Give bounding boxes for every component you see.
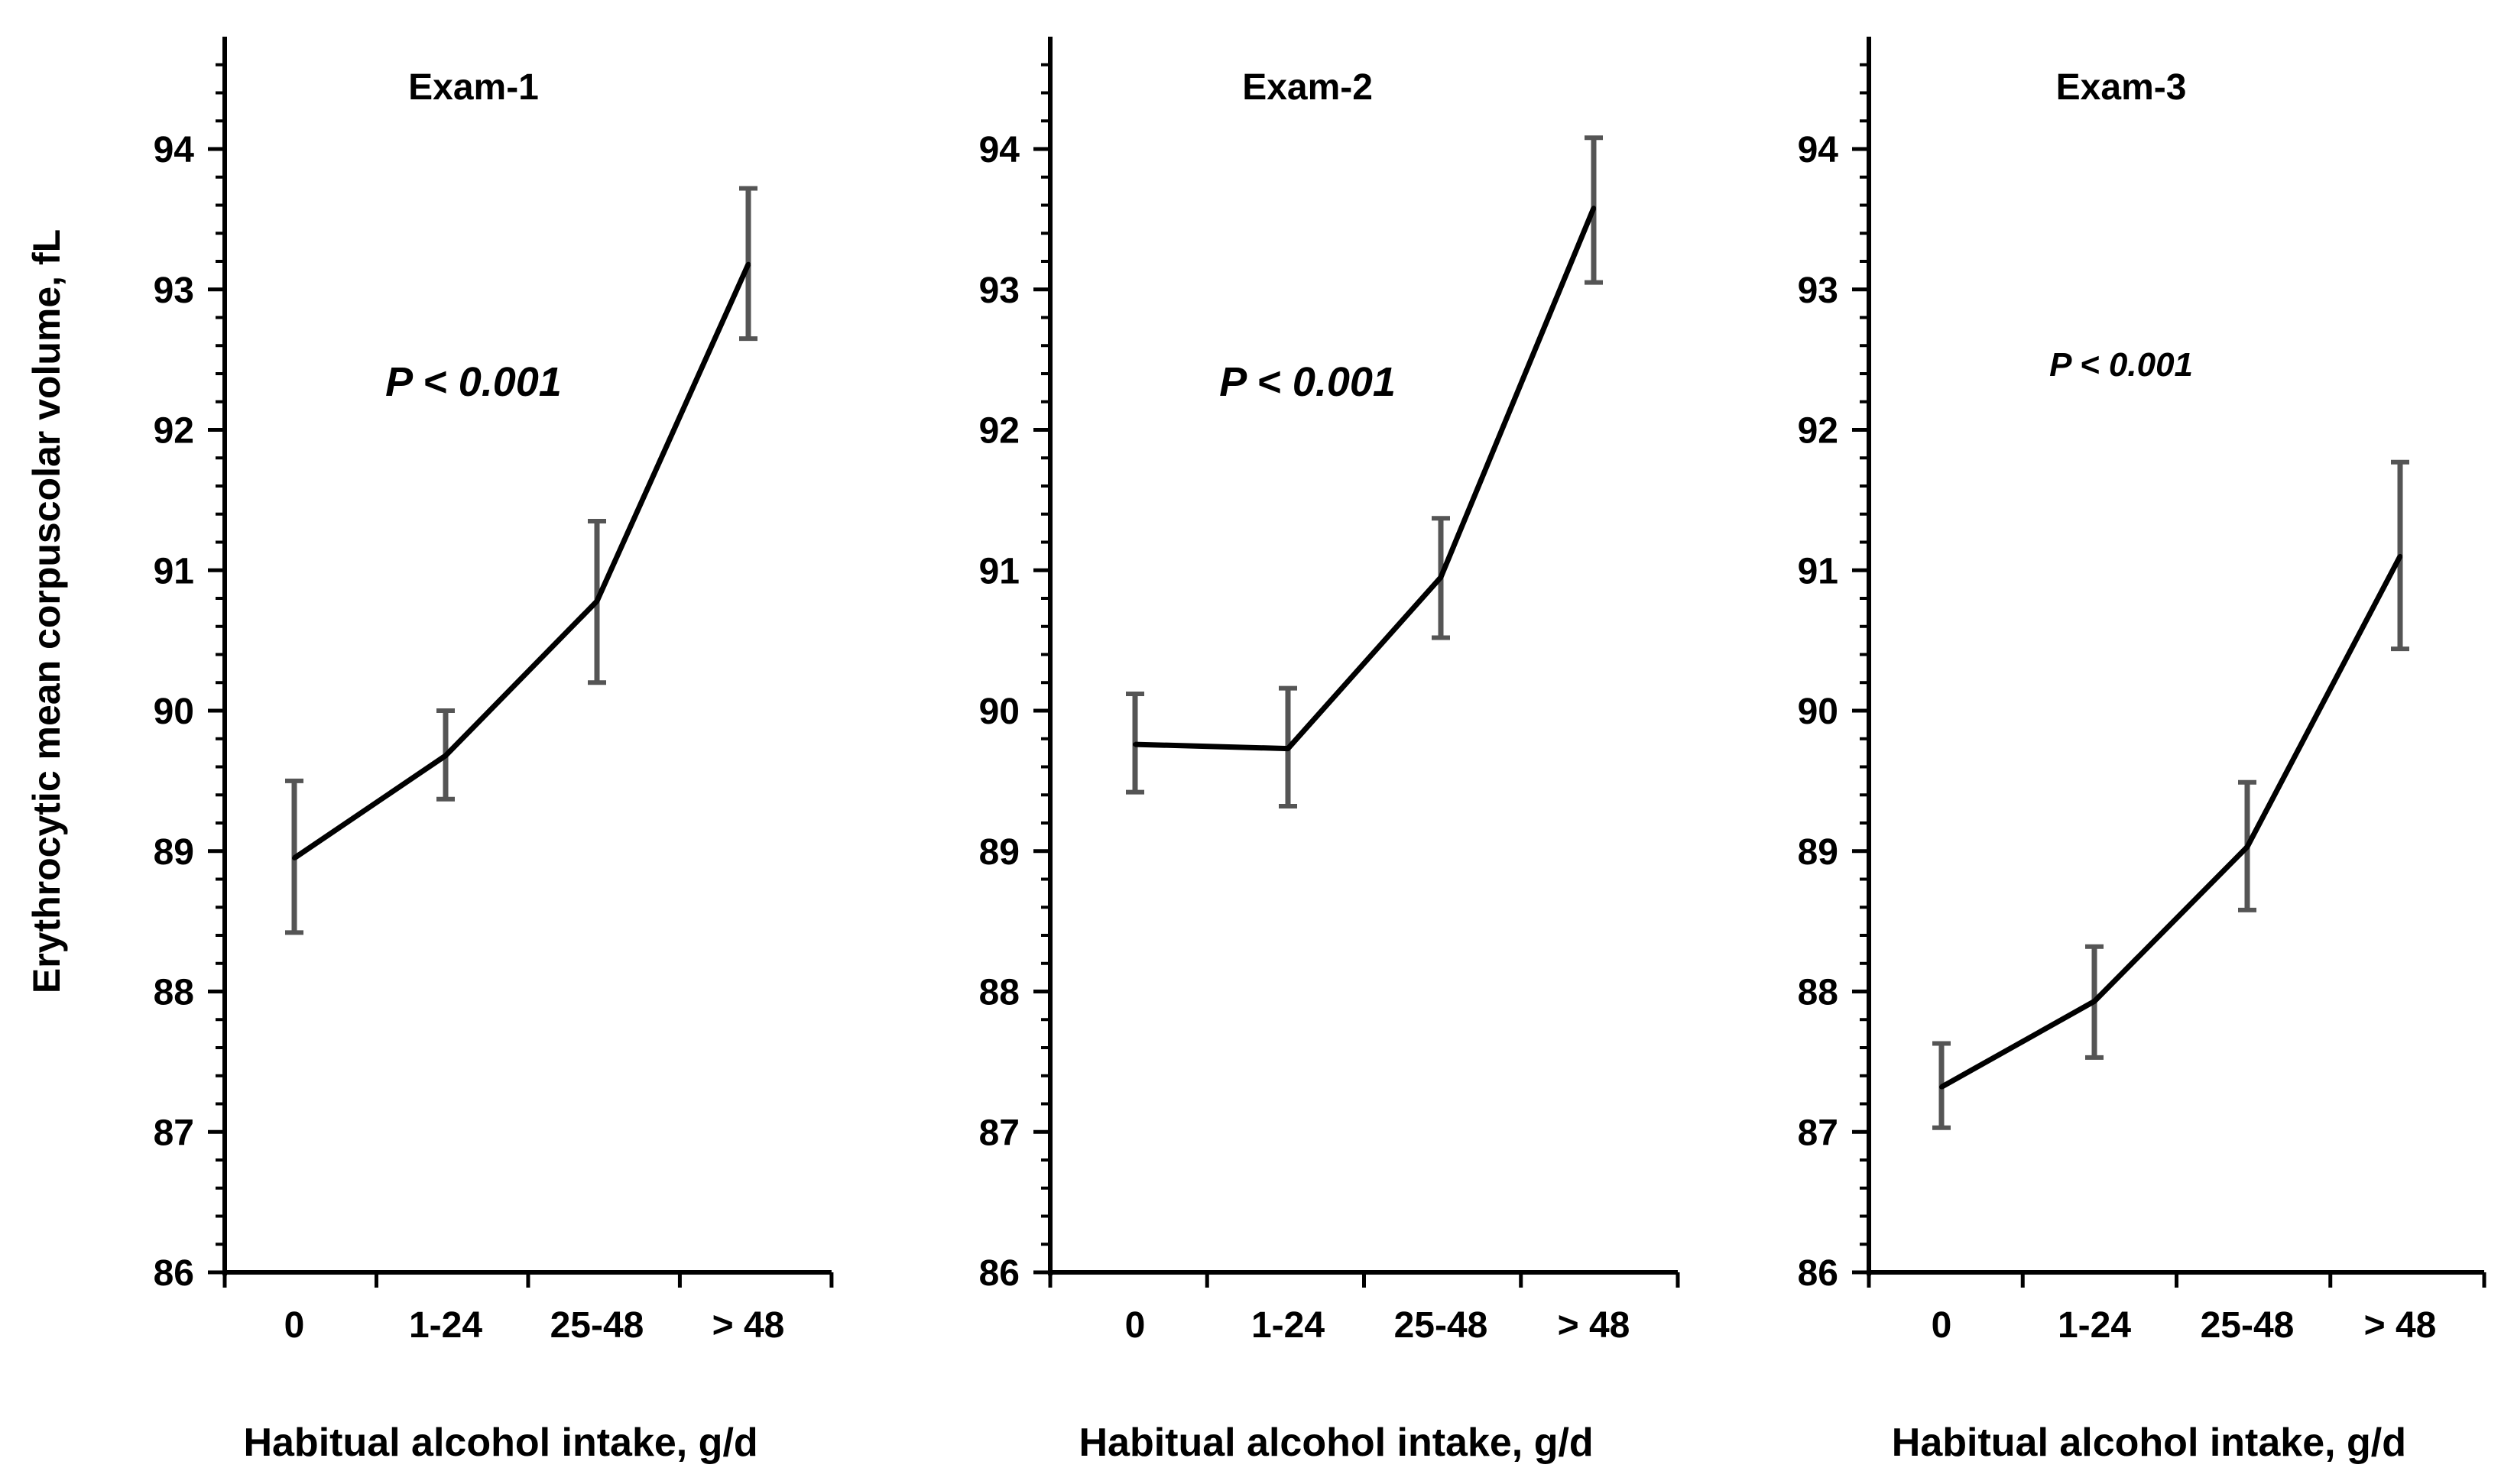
y-tick-label: 94 [979, 130, 1020, 170]
data-point [292, 855, 297, 860]
y-tick-label: 91 [1798, 551, 1838, 591]
data-point [2398, 553, 2402, 559]
panel-title: Exam-2 [1242, 67, 1373, 108]
y-tick-label: 94 [154, 130, 195, 170]
x-tick-label: 1-24 [409, 1305, 482, 1346]
data-point [2245, 844, 2250, 850]
y-tick-label: 89 [979, 832, 1020, 873]
y-tick-label: 87 [979, 1113, 1020, 1153]
y-tick-label: 86 [979, 1253, 1020, 1294]
y-tick-label: 92 [154, 411, 194, 452]
x-tick-label: 0 [1932, 1305, 1952, 1346]
y-tick-label: 92 [979, 411, 1020, 452]
y-tick-label: 89 [154, 832, 194, 873]
chart-panel-3: 86 87 88 89 90 91 92 93 94 0 1-24 25-48 > 48 Exam-3 P … [1798, 37, 2486, 1465]
y-tick-label: 86 [1798, 1253, 1838, 1294]
x-tick-label: > 48 [712, 1305, 785, 1346]
y-tick-label: 91 [154, 551, 194, 591]
y-tick-label: 90 [979, 692, 1020, 732]
y-tick-label: 87 [1798, 1113, 1838, 1153]
y-tick-label: 88 [154, 973, 194, 1013]
y-tick-label: 89 [1798, 832, 1838, 873]
x-tick-label: > 48 [1558, 1305, 1630, 1346]
y-tick-label: 87 [154, 1113, 194, 1153]
data-point [1439, 575, 1443, 580]
panel-title: Exam-1 [408, 67, 539, 108]
p-value-annotation: P < 0.001 [2049, 346, 2193, 384]
y-tick-label: 92 [1798, 411, 1838, 452]
data-point [2092, 999, 2097, 1004]
panel-title: Exam-3 [2056, 67, 2187, 108]
y-tick-label: 91 [979, 551, 1020, 591]
x-tick-label: 1-24 [2058, 1305, 2131, 1346]
y-tick-label: 94 [1798, 130, 1839, 170]
x-axis-label: Habitual alcohol intake, g/d [1892, 1421, 2406, 1465]
x-axis-label: Habitual alcohol intake, g/d [1079, 1421, 1593, 1465]
series-line [1940, 555, 2403, 1090]
y-tick-label: 90 [1798, 692, 1838, 732]
y-tick-label: 86 [154, 1253, 194, 1294]
series-line [293, 263, 751, 860]
p-value-annotation: P < 0.001 [1219, 359, 1396, 405]
y-tick-label: 90 [154, 692, 194, 732]
y-axis-label: Erythrocytic mean corpuscolar volume, fL [25, 229, 68, 993]
y-tick-label: 93 [154, 271, 194, 311]
y-tick-label: 93 [979, 271, 1020, 311]
data-point [1939, 1084, 1944, 1090]
p-value-annotation: P < 0.001 [385, 359, 562, 405]
x-tick-label: 0 [284, 1305, 305, 1346]
y-tick-label: 88 [1798, 973, 1838, 1013]
x-tick-label: 25-48 [2201, 1305, 2295, 1346]
data-point [1591, 206, 1596, 211]
x-axis-label: Habitual alcohol intake, g/d [243, 1421, 757, 1465]
chart-panel-1: 86 87 88 89 90 91 92 93 94 0 1-24 25-48 > 48 Exam-1 P … [154, 37, 834, 1465]
data-point [443, 753, 448, 758]
data-point [595, 598, 599, 604]
chart-panel-2: 86 87 88 89 90 91 92 93 94 0 1-24 25-48 > 48 Exam-2 P … [979, 37, 1680, 1465]
x-tick-label: 0 [1125, 1305, 1146, 1346]
x-tick-label: 25-48 [1394, 1305, 1488, 1346]
y-tick-label: 93 [1798, 271, 1838, 311]
x-tick-label: > 48 [2364, 1305, 2437, 1346]
y-tick-label: 88 [979, 973, 1020, 1013]
data-point [746, 261, 751, 267]
data-point [1286, 746, 1290, 751]
x-tick-label: 25-48 [550, 1305, 644, 1346]
data-point [1133, 742, 1137, 747]
x-tick-label: 1-24 [1251, 1305, 1325, 1346]
series-line [1134, 206, 1597, 752]
